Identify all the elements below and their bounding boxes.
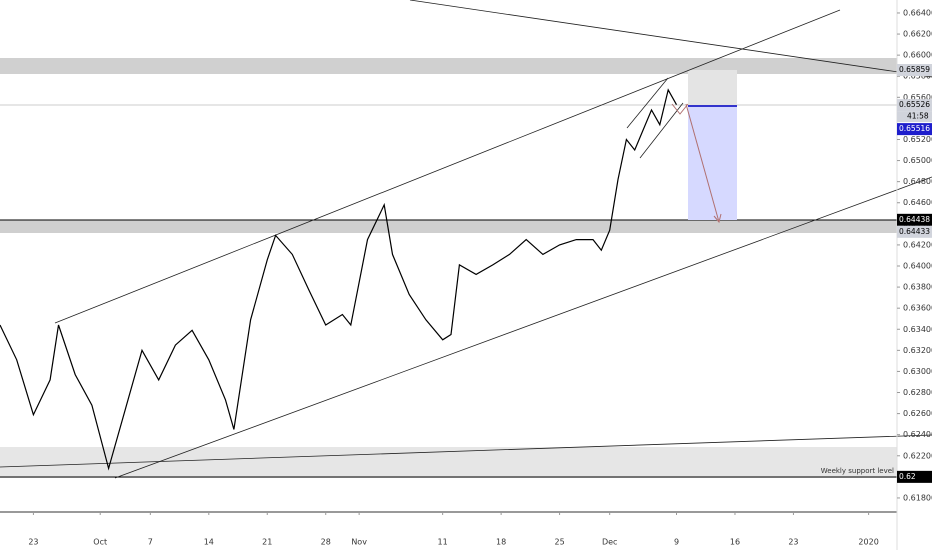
flag-line [626,77,669,129]
countdown-tag [897,111,932,123]
channel-upper [54,9,841,324]
flag-line [639,102,684,159]
price-tag [897,470,932,483]
x-tick-label: 18 [496,538,506,547]
weekly-zone [0,447,897,478]
annotation: Weekly support level [821,467,894,475]
price-tag-label: 0.65859 [899,65,930,74]
price-tag [897,64,932,77]
price-tag [897,225,932,238]
x-tick-label: 25 [554,538,564,547]
channel-lower [114,176,932,479]
trend-line [409,0,932,78]
x-tick-label: Nov [351,538,367,547]
x-tick-label: 14 [204,538,214,547]
countdown: 41:58 [907,112,929,121]
x-tick-label: Oct [93,538,107,547]
price-tag [897,99,932,112]
x-tick-label: 23 [788,538,798,547]
x-tick-label: Dec [602,538,617,547]
x-tick-label: 21 [262,538,272,547]
x-tick-label: 28 [321,538,331,547]
x-tick-label: 11 [438,538,448,547]
arrow-head [713,213,722,224]
price-tag [897,123,932,136]
trend-line [0,434,932,468]
stop-zone [688,70,737,106]
price-tag-label: 0.65526 [899,100,930,109]
arrow [685,103,720,223]
x-tick-label: 7 [148,538,153,547]
price-tag-label: 0.64433 [899,227,930,236]
x-tick-label: 2020 [858,538,878,547]
target-zone [688,106,737,220]
x-tick-label: 9 [674,538,679,547]
resistance-zone [0,58,897,74]
x-tick-label: 23 [28,538,38,547]
price-tag-label: 0.64438 [899,215,930,224]
price-tag [897,213,932,226]
price-tag-label: 0.65516 [899,124,930,133]
arrow [671,103,689,115]
y-tick-label: 0.61800 [903,493,932,502]
price-tag-label: 0.62 [899,472,916,481]
price-line [0,88,678,471]
x-tick-label: 16 [730,538,740,547]
support-zone [0,220,897,233]
